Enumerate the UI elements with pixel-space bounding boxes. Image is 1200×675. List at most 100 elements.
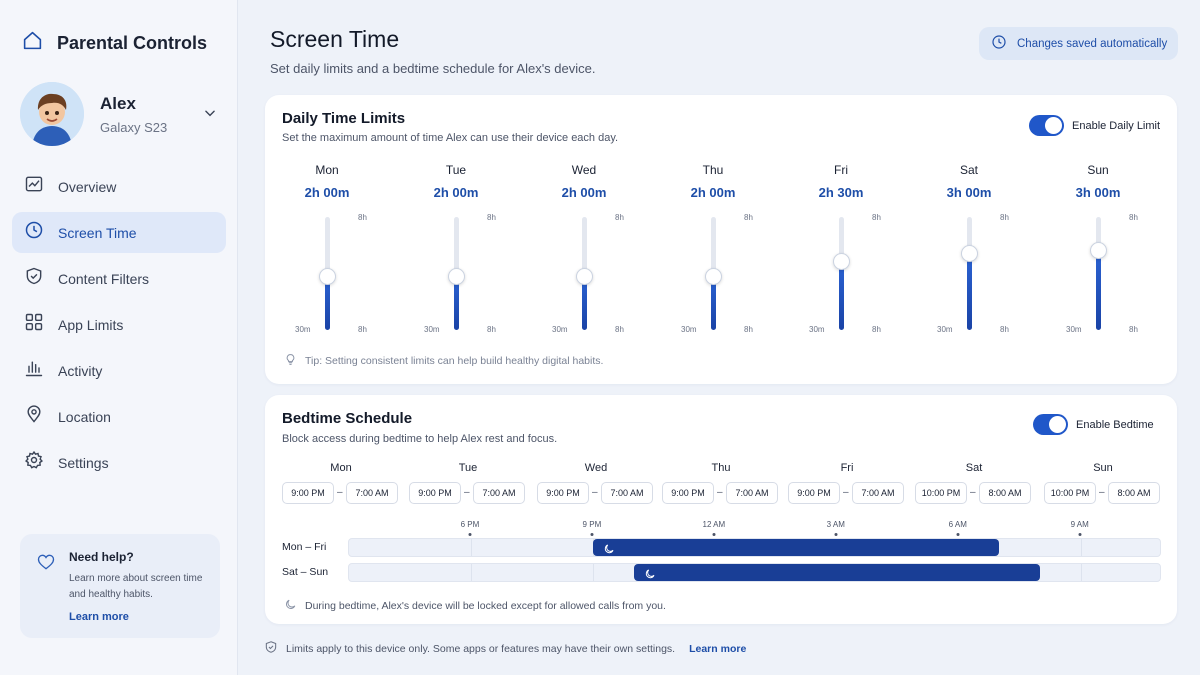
- bedtime-note: During bedtime, Alex's device will be lo…: [284, 598, 666, 614]
- slider-track[interactable]: [1090, 217, 1107, 330]
- bedtime-end-input[interactable]: 7:00 AM: [601, 482, 653, 504]
- sidebar-item-settings[interactable]: Settings: [12, 442, 226, 483]
- time-separator: –: [970, 487, 976, 498]
- day-slider-tue: Tue 2h 00m 8h 30m 8h: [408, 162, 504, 342]
- sidebar-item-content-filters[interactable]: Content Filters: [12, 258, 226, 299]
- slider-max-label: 8h: [744, 213, 753, 222]
- slider-max-label: 8h: [1000, 325, 1009, 334]
- bedtime-day-name: Wed: [584, 462, 608, 474]
- sidebar-item-label: Settings: [58, 454, 109, 471]
- time-separator: –: [464, 487, 470, 498]
- bedtime-day-fri: Fri 9:00 PM –7:00 AM: [788, 462, 906, 506]
- bedtime-end-input[interactable]: 7:00 AM: [473, 482, 525, 504]
- slider-handle[interactable]: [319, 268, 336, 285]
- bedtime-note-text: During bedtime, Alex's device will be lo…: [305, 600, 666, 612]
- bedtime-start-input[interactable]: 10:00 PM: [915, 482, 967, 504]
- bedtime-day-sat: Sat 10:00 PM –8:00 AM: [915, 462, 1033, 506]
- slider-fill: [325, 276, 330, 330]
- app-title: Parental Controls: [57, 32, 208, 53]
- bedtime-end-input[interactable]: 7:00 AM: [346, 482, 398, 504]
- bedtime-day-name: Mon: [330, 462, 352, 474]
- help-learn-more-link[interactable]: Learn more: [69, 611, 129, 623]
- bedtime-start-input[interactable]: 9:00 PM: [409, 482, 461, 504]
- slider-fill: [711, 276, 716, 330]
- bedtime-start-input[interactable]: 9:00 PM: [282, 482, 334, 504]
- timeline-gridline: [592, 564, 594, 581]
- bedtime-start-input[interactable]: 9:00 PM: [537, 482, 589, 504]
- daily-limit-toggle[interactable]: [1029, 115, 1064, 136]
- slider-min-label: 30m: [424, 325, 440, 334]
- sidebar-item-overview[interactable]: Overview: [12, 166, 226, 207]
- slider-handle[interactable]: [961, 245, 978, 262]
- time-separator: –: [717, 487, 723, 498]
- bedtime-end-input[interactable]: 7:00 AM: [726, 482, 778, 504]
- lightbulb-icon: [284, 353, 297, 369]
- timeline-tick-mark: [1078, 533, 1082, 536]
- shield-icon: [24, 266, 44, 291]
- page-title: Screen Time: [270, 26, 400, 52]
- time-separator: –: [1099, 487, 1105, 498]
- bedtime-range-bar[interactable]: [633, 564, 1041, 581]
- home-icon: [22, 30, 43, 56]
- sidebar-item-label: Location: [58, 408, 111, 425]
- timeline-row-label: Sat – Sun: [282, 566, 329, 578]
- bedtime-end-input[interactable]: 8:00 AM: [979, 482, 1031, 504]
- day-limit-value: 2h 00m: [690, 185, 736, 200]
- pin-icon: [24, 404, 44, 429]
- profile-switcher[interactable]: Alex Galaxy S23: [20, 82, 225, 146]
- slider-track[interactable]: [961, 217, 978, 330]
- slider-max-label: 8h: [615, 325, 624, 334]
- footer: Limits apply to this device only. Some a…: [264, 640, 746, 657]
- bedtime-card: Bedtime Schedule Block access during bed…: [265, 395, 1177, 624]
- footer-learn-more-link[interactable]: Learn more: [689, 642, 747, 655]
- bedtime-day-name: Fri: [840, 462, 854, 474]
- timeline-row-label: Mon – Fri: [282, 541, 327, 553]
- day-limit-value: 2h 30m: [818, 185, 864, 200]
- day-slider-sun: Sun 3h 00m 8h 30m 8h: [1050, 162, 1146, 342]
- bedtime-start-input[interactable]: 9:00 PM: [788, 482, 840, 504]
- daily-limit-toggle-group: Enable Daily Limit: [1029, 115, 1160, 136]
- slider-handle[interactable]: [1090, 242, 1107, 259]
- bedtime-day-sun: Sun 10:00 PM –8:00 AM: [1044, 462, 1162, 506]
- slider-track[interactable]: [705, 217, 722, 330]
- clock-icon: [24, 220, 44, 245]
- slider-min-label: 30m: [1066, 325, 1082, 334]
- bedtime-range-bar[interactable]: [592, 539, 1000, 556]
- slider-max-label: 8h: [1000, 213, 1009, 222]
- bedtime-end-input[interactable]: 8:00 AM: [1108, 482, 1160, 504]
- time-separator: –: [592, 487, 598, 498]
- slider-handle[interactable]: [576, 268, 593, 285]
- bedtime-end-input[interactable]: 7:00 AM: [852, 482, 904, 504]
- timeline-tick-mark: [834, 533, 838, 536]
- slider-track[interactable]: [576, 217, 593, 330]
- slider-track[interactable]: [319, 217, 336, 330]
- help-body: Learn more about screen time and healthy…: [69, 573, 203, 600]
- sidebar-item-location[interactable]: Location: [12, 396, 226, 437]
- help-card: Need help? Learn more about screen time …: [20, 534, 220, 638]
- sidebar-item-label: Activity: [58, 362, 103, 379]
- slider-track[interactable]: [833, 217, 850, 330]
- timeline-gridline: [1080, 564, 1082, 581]
- daily-limits-title: Daily Time Limits: [282, 110, 406, 127]
- timeline-gridline: [470, 539, 472, 556]
- chevron-down-icon[interactable]: [203, 106, 217, 125]
- day-slider-mon: Mon 2h 00m 8h 30m 8h: [279, 162, 375, 342]
- day-slider-sat: Sat 3h 00m 8h 30m 8h: [921, 162, 1017, 342]
- slider-handle[interactable]: [833, 253, 850, 270]
- sidebar-item-app-limits[interactable]: App Limits: [12, 304, 226, 345]
- slider-track[interactable]: [448, 217, 465, 330]
- bedtime-start-input[interactable]: 10:00 PM: [1044, 482, 1096, 504]
- time-separator: –: [843, 487, 849, 498]
- sidebar-item-activity[interactable]: Activity: [12, 350, 226, 391]
- slider-max-label: 8h: [872, 325, 881, 334]
- timeline-tick-mark: [590, 533, 594, 536]
- sidebar-item-screen-time[interactable]: Screen Time: [12, 212, 226, 253]
- bedtime-toggle[interactable]: [1033, 414, 1068, 435]
- day-name: Thu: [702, 163, 724, 177]
- slider-handle[interactable]: [705, 268, 722, 285]
- bedtime-start-input[interactable]: 9:00 PM: [662, 482, 714, 504]
- slider-handle[interactable]: [448, 268, 465, 285]
- avatar: [20, 82, 84, 146]
- bars-icon: [24, 358, 44, 383]
- help-title: Need help?: [69, 550, 134, 564]
